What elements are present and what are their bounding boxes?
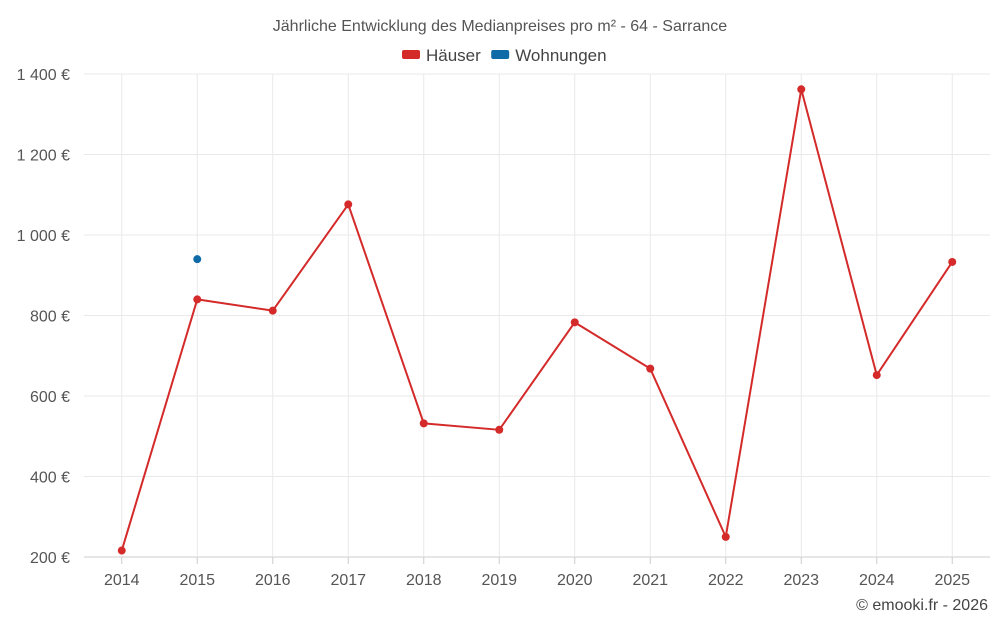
legend-swatch bbox=[402, 50, 420, 59]
y-tick-label: 400 € bbox=[30, 470, 70, 487]
legend-swatch bbox=[491, 50, 510, 59]
series-line bbox=[120, 88, 954, 551]
x-tick-label: 2017 bbox=[330, 572, 366, 589]
data-point bbox=[721, 532, 730, 541]
data-point bbox=[344, 200, 353, 209]
data-point bbox=[872, 371, 881, 380]
legend: Häuser Wohnungen bbox=[402, 46, 607, 65]
y-tick-label: 200 € bbox=[30, 550, 70, 567]
y-tick-label: 1 400 € bbox=[17, 67, 70, 84]
x-tick-label: 2016 bbox=[255, 572, 291, 589]
y-tick-label: 800 € bbox=[30, 309, 70, 326]
data-point bbox=[646, 364, 655, 373]
data-point bbox=[419, 419, 428, 428]
x-tick-label: 2019 bbox=[481, 572, 517, 589]
x-tick-label: 2015 bbox=[179, 572, 215, 589]
data-point bbox=[797, 85, 806, 94]
y-tick-label: 1 000 € bbox=[17, 228, 70, 245]
series bbox=[117, 85, 957, 555]
x-tick-label: 2020 bbox=[557, 572, 593, 589]
data-point bbox=[495, 425, 504, 434]
x-tick-label: 2021 bbox=[632, 572, 668, 589]
x-tick-label: 2018 bbox=[406, 572, 442, 589]
series-1 bbox=[193, 255, 202, 264]
legend-label: Häuser bbox=[426, 46, 481, 65]
y-axis: 200 € 400 € 600 € 800 € 1 000 € 1 200 € 1 400 … bbox=[17, 67, 70, 567]
x-tick-label: 2022 bbox=[708, 572, 744, 589]
data-point bbox=[570, 318, 579, 327]
series-0 bbox=[117, 85, 957, 555]
x-tick-label: 2014 bbox=[104, 572, 140, 589]
x-tick-label: 2023 bbox=[783, 572, 819, 589]
credit-text: © emooki.fr - 2026 bbox=[856, 597, 988, 614]
y-tick-label: 600 € bbox=[30, 389, 70, 406]
y-tick-label: 1 200 € bbox=[17, 148, 70, 165]
grid bbox=[84, 73, 990, 558]
chart-title: Jährliche Entwicklung des Medianpreises … bbox=[273, 18, 728, 35]
data-point bbox=[268, 306, 277, 315]
x-axis: 2014 2015 2016 2017 2018 2019 2020 2021 2022 2023… bbox=[104, 557, 970, 589]
data-point bbox=[117, 546, 126, 555]
x-tick-label: 2024 bbox=[859, 572, 895, 589]
data-point bbox=[193, 255, 202, 264]
x-tick-label: 2025 bbox=[934, 572, 970, 589]
legend-label: Wohnungen bbox=[515, 46, 606, 65]
data-point bbox=[193, 295, 202, 304]
data-point bbox=[948, 257, 957, 266]
